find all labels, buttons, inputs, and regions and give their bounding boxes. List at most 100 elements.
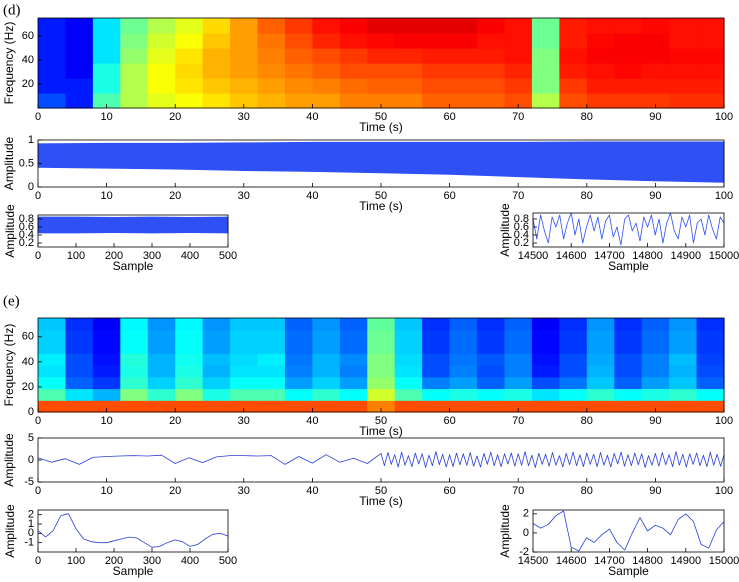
- x-tick-label: 20: [169, 485, 181, 497]
- plot-frame: [532, 509, 725, 553]
- heat-cell: [147, 18, 176, 34]
- x-tick-label: 70: [512, 485, 524, 497]
- x-tick-label: 40: [306, 111, 318, 123]
- heat-cell: [531, 400, 560, 413]
- heat-cell: [147, 78, 176, 94]
- heat-cell: [92, 341, 121, 354]
- heat-cell: [202, 388, 231, 401]
- heat-cell: [312, 388, 341, 401]
- heat-cell: [614, 63, 643, 79]
- heat-cell: [586, 400, 615, 413]
- heat-cell: [531, 48, 560, 64]
- heat-cell: [92, 78, 121, 94]
- heat-cell: [120, 341, 149, 354]
- heat-cell: [504, 78, 533, 94]
- heat-cell: [477, 18, 506, 34]
- heat-cell: [230, 63, 259, 79]
- heat-cell: [531, 353, 560, 366]
- heat-cell: [92, 63, 121, 79]
- heat-cell: [92, 400, 121, 413]
- heat-cell: [230, 318, 259, 331]
- heat-cell: [531, 78, 560, 94]
- heat-cell: [696, 341, 725, 354]
- heat-cell: [312, 63, 341, 79]
- heat-cell: [614, 78, 643, 94]
- heat-cell: [257, 365, 286, 378]
- x-tick-label: 14900: [671, 555, 702, 567]
- heat-cell: [614, 341, 643, 354]
- heat-cell: [394, 329, 423, 343]
- heat-cell: [531, 18, 560, 34]
- heat-cell: [477, 318, 506, 331]
- heat-cell: [202, 376, 231, 390]
- heat-cell: [65, 400, 94, 413]
- x-tick-label: 14700: [594, 555, 625, 567]
- x-tick-label: 50: [375, 485, 387, 497]
- heat-cell: [202, 329, 231, 343]
- heat-cell: [449, 78, 478, 94]
- x-tick-label: 200: [105, 555, 123, 567]
- heat-cell: [367, 341, 396, 354]
- heat-cell: [449, 376, 478, 390]
- plot-frame: [37, 214, 229, 248]
- heat-cell: [586, 341, 615, 354]
- heat-cell: [394, 78, 423, 94]
- signal-line: [37, 513, 229, 548]
- y-tick-label: -1: [24, 537, 34, 549]
- heat-cell: [394, 33, 423, 49]
- x-tick-label: 300: [143, 555, 161, 567]
- heat-cell: [257, 48, 286, 64]
- heat-cell: [284, 329, 313, 343]
- x-tick-label: 50: [375, 415, 387, 427]
- heat-cell: [175, 48, 204, 64]
- x-axis-title: Sample: [608, 564, 649, 578]
- heat-cell: [367, 318, 396, 331]
- x-tick-label: 500: [219, 555, 237, 567]
- y-tick-label: -5: [24, 476, 34, 488]
- y-tick-label: 0.8: [19, 213, 34, 225]
- heat-cell: [284, 388, 313, 401]
- heat-cell: [367, 365, 396, 378]
- heat-cell: [696, 329, 725, 343]
- heat-cell: [147, 341, 176, 354]
- panel-label: (d): [3, 2, 21, 18]
- heat-cell: [230, 93, 259, 109]
- heat-cell: [202, 18, 231, 34]
- heat-cell: [559, 388, 588, 401]
- y-tick-label: 0: [523, 527, 529, 539]
- heat-cell: [257, 376, 286, 390]
- x-tick-label: 40: [306, 485, 318, 497]
- heat-cell: [175, 353, 204, 366]
- x-tick-label: 14800: [632, 250, 663, 262]
- heat-cell: [641, 400, 670, 413]
- heat-cell: [202, 78, 231, 94]
- heat-cell: [38, 48, 67, 64]
- heat-cell: [641, 18, 670, 34]
- heat-cell: [394, 318, 423, 331]
- heat-cell: [38, 318, 67, 331]
- heat-cell: [120, 48, 149, 64]
- heat-cell: [38, 329, 67, 343]
- heat-cell: [422, 33, 451, 49]
- x-tick-label: 100: [715, 190, 733, 202]
- heat-cell: [175, 33, 204, 49]
- heat-cell: [477, 365, 506, 378]
- heat-cell: [284, 376, 313, 390]
- heat-cell: [449, 18, 478, 34]
- plot-frame: [37, 509, 229, 553]
- heat-cell: [641, 365, 670, 378]
- x-tick-label: 14500: [518, 250, 549, 262]
- heat-cell: [449, 63, 478, 79]
- heat-cell: [92, 18, 121, 34]
- x-tick-label: 80: [581, 485, 593, 497]
- heat-cell: [65, 93, 94, 109]
- heat-cell: [449, 365, 478, 378]
- heat-cell: [449, 341, 478, 354]
- plot-frame: [532, 212, 725, 248]
- y-tick-label: 5: [28, 432, 34, 444]
- heat-cell: [669, 318, 698, 331]
- heat-cell: [477, 63, 506, 79]
- heat-cell: [65, 376, 94, 390]
- heat-cell: [586, 63, 615, 79]
- heat-cell: [120, 18, 149, 34]
